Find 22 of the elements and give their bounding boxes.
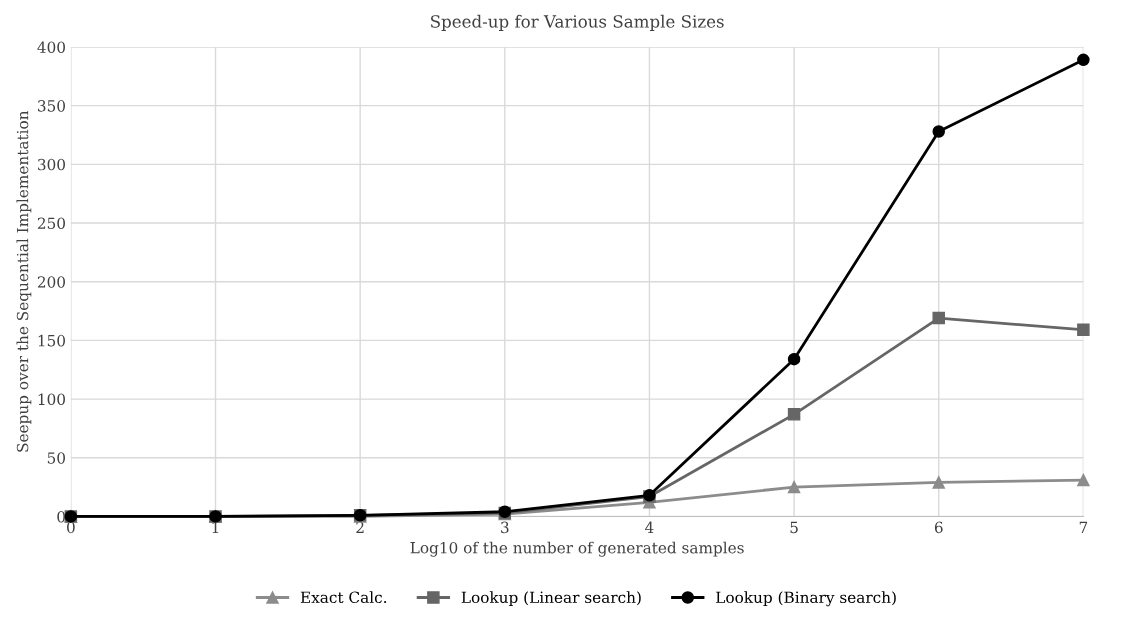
x-tick-label: 0: [67, 521, 75, 534]
y-tick-label: 300: [38, 158, 65, 171]
x-tick-label: 6: [934, 521, 943, 534]
y-tick-label: 100: [38, 393, 65, 406]
x-tick-label: 2: [356, 521, 364, 533]
y-tick-label: 50: [47, 452, 65, 464]
legend-label: Lookup (Binary search): [716, 591, 896, 607]
legend-label: Lookup (Linear search): [461, 591, 641, 607]
y-tick-label: 150: [38, 334, 65, 347]
x-tick-label: 3: [501, 521, 509, 534]
y-tick-label: 0: [57, 510, 65, 523]
x-tick-label: 4: [645, 521, 654, 533]
x-axis-title: Log10 of the number of generated samples: [410, 541, 744, 557]
y-axis-title: Seepup over the Sequential Implementation: [16, 110, 32, 452]
x-tick-label: 5: [790, 521, 798, 534]
chart-title: Speed-up for Various Sample Sizes: [431, 14, 724, 31]
y-tick-label: 250: [37, 217, 65, 230]
x-tick-label: 7: [1079, 521, 1088, 533]
y-tick-label: 400: [37, 41, 65, 53]
y-tick-label: 350: [38, 100, 65, 112]
legend-label: Exact Calc.: [300, 591, 387, 604]
y-tick-label: 200: [37, 276, 65, 288]
